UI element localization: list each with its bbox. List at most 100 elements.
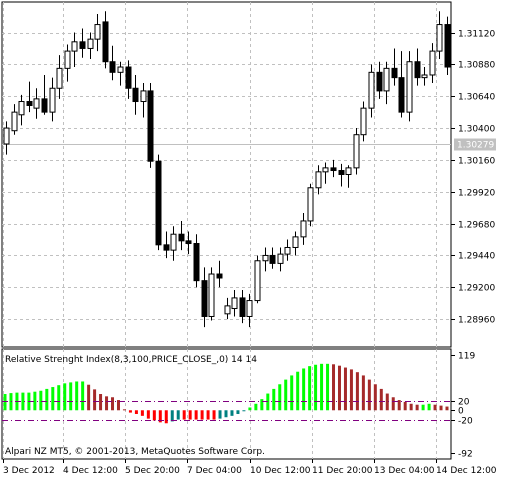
rsi-bar — [182, 410, 186, 420]
rsi-bar — [248, 407, 252, 411]
candle — [322, 162, 329, 184]
rsi-bar — [439, 405, 443, 411]
candle-body-bear — [376, 71, 383, 92]
rsi-bar — [397, 400, 401, 411]
current-price-tag: 1.30279 — [454, 138, 496, 151]
candle — [163, 231, 170, 259]
candle-body-bear — [41, 98, 48, 113]
price-pane-frame — [1, 1, 452, 348]
price-grid — [2, 2, 451, 347]
rsi-bar — [39, 390, 43, 411]
candle — [87, 32, 94, 60]
rsi-bar — [69, 382, 73, 411]
candle-body-bull — [300, 220, 307, 238]
candle — [391, 48, 398, 86]
price-tick-label: 1.29440 — [458, 252, 495, 262]
candle-body-bear — [201, 280, 208, 317]
indicator-tick-label: 20 — [458, 398, 470, 408]
candle — [18, 94, 25, 126]
indicator-label: Relative Strenght Index(8,3,100,PRICE_CL… — [5, 355, 257, 365]
price-pane[interactable] — [1, 1, 452, 348]
rsi-bar — [421, 404, 425, 411]
candle-body-bear — [414, 61, 421, 79]
rsi-bar — [33, 391, 37, 411]
candle-body-bear — [185, 240, 192, 245]
candle — [444, 16, 451, 75]
candle — [368, 64, 375, 118]
candle-body-bull — [254, 260, 261, 302]
candle — [246, 293, 253, 328]
candle-body-bull — [94, 24, 101, 40]
candle — [436, 11, 443, 60]
indicator-pane[interactable]: Relative Strenght Index(8,3,100,PRICE_CL… — [1, 348, 452, 460]
rsi-bar — [158, 410, 162, 423]
candle — [421, 67, 428, 86]
candle — [71, 32, 78, 68]
rsi-bar — [373, 384, 377, 411]
candle — [398, 51, 405, 118]
candle-body-bull — [406, 61, 413, 113]
rsi-bar — [391, 397, 395, 411]
candle-body-bear — [338, 170, 345, 175]
candle — [330, 159, 337, 178]
candle — [64, 44, 71, 82]
candle-body-bull — [33, 98, 40, 109]
candle-body-bull — [262, 254, 269, 262]
rsi-bar — [278, 384, 282, 411]
candle-body-bear — [155, 160, 162, 246]
rsi-bar — [308, 366, 312, 411]
price-tick-label: 1.28960 — [458, 316, 495, 326]
candle — [49, 77, 56, 122]
rsi-bar — [134, 410, 138, 414]
price-tick-label: 1.30160 — [458, 157, 495, 167]
candle — [3, 121, 10, 155]
candle-body-bull — [11, 111, 18, 132]
candle-body-bear — [193, 243, 200, 282]
rsi-bar — [242, 410, 246, 412]
candle-body-bull — [49, 87, 56, 113]
candle-body-bull — [208, 273, 215, 317]
price-tick-label: 1.30400 — [458, 125, 495, 135]
candle-body-bear — [26, 101, 33, 107]
rsi-bar — [296, 371, 300, 411]
candle-body-bear — [178, 233, 185, 242]
candle — [383, 61, 390, 105]
candle — [178, 220, 185, 251]
candle — [41, 74, 48, 115]
candle-body-bull — [71, 41, 78, 52]
rsi-bar — [146, 410, 150, 419]
rsi-bar — [224, 410, 228, 418]
candle — [140, 82, 147, 118]
rsi-bar — [433, 404, 437, 411]
candle-body-bear — [147, 90, 154, 162]
time-tick-label: 10 Dec 12:00 — [250, 466, 311, 476]
candle-body-bull — [224, 305, 231, 315]
rsi-bar — [367, 379, 371, 411]
rsi-bar — [361, 375, 365, 411]
rsi-bar — [51, 387, 55, 411]
candle-body-bull — [56, 67, 63, 89]
candle-body-bear — [132, 87, 139, 103]
candle-body-bull — [3, 127, 10, 145]
candle — [376, 61, 383, 99]
rsi-bar — [284, 379, 288, 411]
rsi-bar — [409, 403, 413, 411]
candle — [300, 212, 307, 245]
candle-body-bear — [109, 61, 116, 73]
price-axis: 1.31120 1.30880 1.30640 1.30400 1.30160 1.299… — [451, 30, 495, 326]
rsi-bar — [385, 393, 389, 411]
time-tick-label: 14 Dec 12:00 — [436, 466, 497, 476]
candle-body-bull — [292, 236, 299, 248]
rsi-bar — [81, 381, 85, 411]
candle-body-bull — [307, 187, 314, 222]
rsi-bar — [218, 410, 222, 419]
candle-body-bear — [216, 273, 223, 279]
candle — [109, 45, 116, 81]
candle — [201, 267, 208, 328]
candle — [216, 260, 223, 288]
rsi-bar — [314, 364, 318, 411]
candle-body-bull — [277, 253, 284, 264]
rsi-bar — [343, 367, 347, 411]
rsi-bar — [128, 410, 132, 413]
